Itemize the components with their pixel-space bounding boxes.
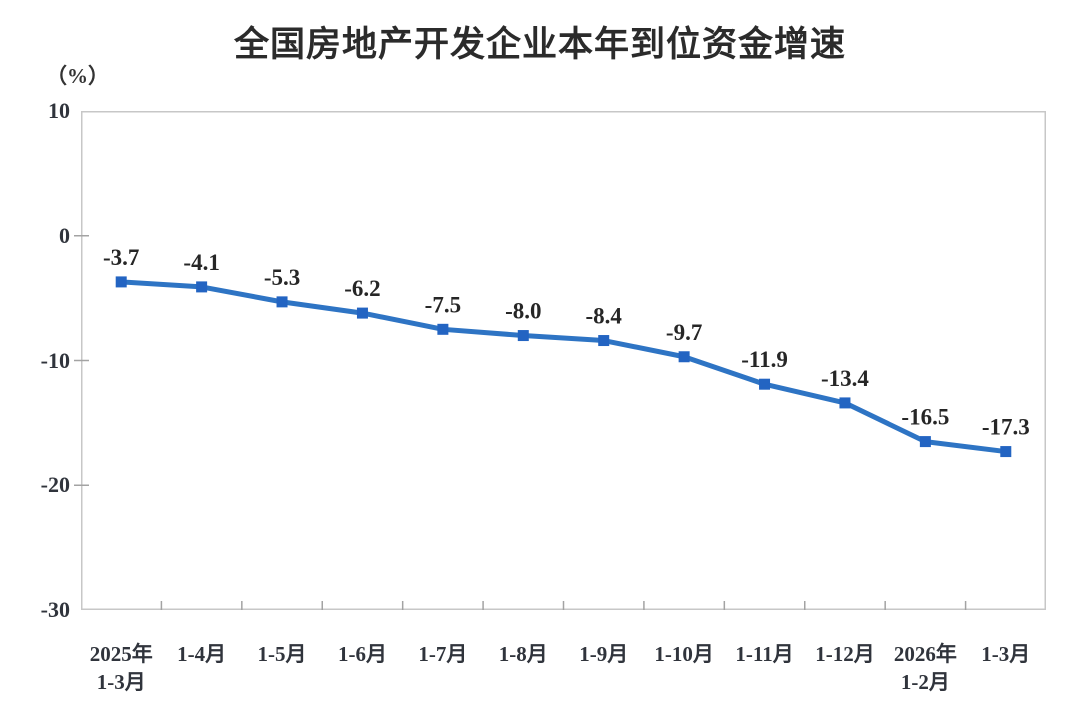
y-axis-unit-label: （%）: [46, 64, 109, 88]
data-point-marker: [678, 351, 690, 363]
data-point-marker: [1000, 446, 1012, 458]
chart-title: 全国房地产开发企业本年到位资金增速: [233, 25, 846, 64]
y-tick-label: -30: [40, 597, 70, 622]
data-point-value-label: -5.3: [264, 265, 300, 290]
x-tick-label: 1-5月: [217, 640, 347, 668]
x-tick-label-line: 1-4月: [177, 642, 227, 666]
x-tick-label-line: 1-3月: [96, 670, 146, 694]
x-tick-label-line: 1-6月: [337, 642, 387, 666]
data-point-value-label: -13.4: [821, 366, 869, 391]
data-point-value-label: -16.5: [901, 405, 949, 430]
x-tick-label-line: 1-3月: [981, 642, 1031, 666]
x-tick-label-line: 1-12月: [815, 642, 875, 666]
data-point-marker: [517, 330, 529, 342]
x-tick-label: 1-11月: [700, 640, 830, 668]
data-point-marker: [919, 436, 931, 448]
data-point-marker: [276, 296, 288, 308]
x-tick-label: 1-12月: [780, 640, 910, 668]
data-point-marker: [759, 378, 771, 390]
x-tick-label-line: 1-11月: [735, 642, 794, 666]
x-tick-label: 1-3月: [941, 640, 1071, 668]
x-tick-label: 1-8月: [458, 640, 588, 668]
data-point-value-label: -17.3: [982, 415, 1030, 440]
data-point-value-label: -6.2: [344, 276, 380, 301]
y-tick-label: -10: [40, 347, 70, 373]
data-point-marker: [196, 281, 208, 293]
y-tick-label: 10: [48, 98, 70, 123]
x-tick-label: 1-10月: [619, 640, 749, 668]
x-tick-label-line: 2026年: [893, 642, 957, 666]
data-point-value-label: -3.7: [103, 245, 139, 270]
data-point-value-label: -9.7: [666, 320, 702, 345]
plot-border: [81, 111, 1046, 610]
x-tick-label-line: 1-7月: [418, 642, 468, 666]
data-point-marker: [598, 335, 610, 347]
x-tick-label-line: 1-8月: [498, 642, 548, 666]
x-tick-label-line: 1-10月: [654, 642, 714, 666]
data-point-value-label: -8.4: [585, 304, 622, 329]
x-tick-label-line: 2025年: [89, 642, 153, 666]
data-point-marker: [437, 323, 449, 335]
x-tick-label: 2025年 1-3月: [56, 640, 186, 696]
x-tick-label: 1-4月: [137, 640, 267, 668]
data-point-value-label: -4.1: [183, 250, 219, 275]
data-point-value-label: -8.0: [505, 299, 541, 324]
y-tick-label: -20: [40, 472, 70, 498]
data-point-marker: [115, 276, 127, 288]
x-tick-label: 1-9月: [539, 640, 669, 668]
x-tick-label: 1-6月: [297, 640, 427, 668]
y-tick-label: 0: [59, 222, 70, 248]
x-tick-label-line: 1-5月: [257, 642, 307, 666]
x-tick-label: 1-7月: [378, 640, 508, 668]
data-point-marker: [839, 397, 851, 409]
data-point-value-label: -11.9: [741, 347, 788, 372]
x-tick-label: 2026年 1-2月: [860, 640, 990, 696]
x-tick-label-line: 1-2月: [900, 670, 950, 694]
data-line: [118, 279, 1009, 455]
data-point-value-label: -7.5: [425, 292, 461, 317]
line-chart-plot-area: -3.7 -4.1 -5.3 -6.2 -7.5 -8.0 -8.4 -9.7 -11.9 -13…: [74, 111, 1046, 610]
data-point-marker: [356, 307, 368, 319]
x-tick-label-line: 1-9月: [579, 642, 629, 666]
